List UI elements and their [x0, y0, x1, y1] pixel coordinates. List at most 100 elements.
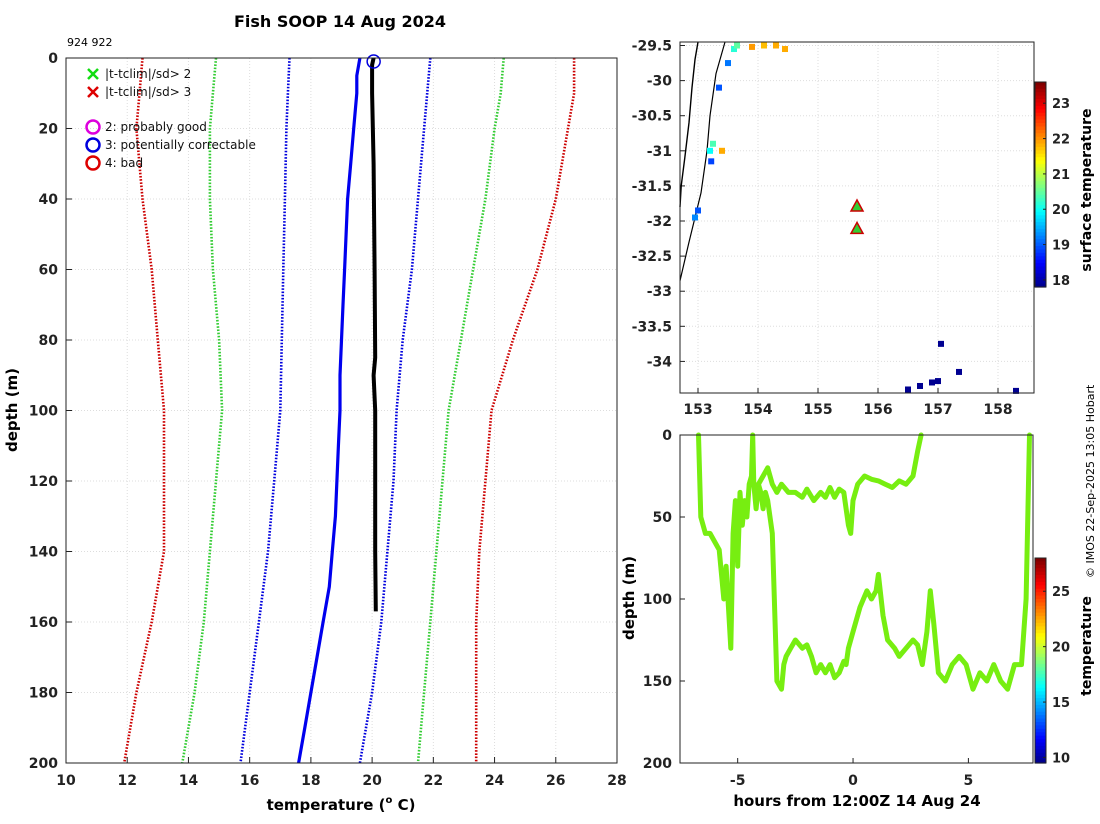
map-colorbar-band	[1035, 153, 1046, 158]
profile-y-tick-label: 180	[29, 686, 58, 702]
legend-x-marker	[87, 68, 99, 80]
depth-time-colorbar-band	[1035, 684, 1046, 689]
depth-time-colorbar-band	[1035, 663, 1046, 668]
map-x-tick-label: 153	[683, 402, 712, 418]
map-colorbar-band	[1035, 82, 1046, 87]
map-colorbar-band	[1035, 119, 1046, 124]
profile-y-tick-label: 40	[39, 192, 59, 208]
depth-time-colorbar-tick-label: 15	[1052, 696, 1070, 711]
depth-time-y-tick-label: 100	[643, 592, 672, 608]
map-colorbar-band	[1035, 280, 1046, 285]
depth-time-colorbar-band	[1035, 588, 1046, 593]
profile-y-tick-label: 20	[39, 122, 59, 138]
depth-time-colorbar-band	[1035, 660, 1046, 665]
map-axes-box	[679, 41, 1035, 394]
depth-time-colorbar-band	[1035, 629, 1046, 634]
profile-x-tick-label: 14	[179, 773, 199, 789]
depth-time-colorbar-band	[1035, 564, 1046, 569]
map-colorbar-band	[1035, 232, 1046, 237]
profile-axes-box	[65, 57, 618, 764]
map-sst-pixel	[1013, 387, 1019, 394]
profile-y-tick-label: 120	[29, 474, 58, 490]
profile-flag-marker	[366, 54, 381, 69]
profile-envelope-+6sd	[474, 58, 576, 763]
depth-time-colorbar-band	[1035, 657, 1046, 662]
profile-x-tick-label: 28	[607, 773, 626, 789]
map-x-tick-label: 156	[863, 402, 892, 418]
map-colorbar-band	[1035, 242, 1046, 247]
depth-time-colorbar-band	[1035, 575, 1046, 580]
map-y-tick-label: -33.5	[632, 319, 672, 335]
map-y-tick-label: -31.5	[632, 179, 672, 195]
map-colorbar-band	[1035, 133, 1046, 138]
depth-time-colorbar-band	[1035, 670, 1046, 675]
map-x-tick-label: 157	[923, 402, 952, 418]
depth-time-colorbar-band	[1035, 749, 1046, 754]
map-sst-pixel	[719, 147, 725, 154]
map-colorbar-band	[1035, 181, 1046, 186]
profile-ids: 924 922	[67, 36, 113, 49]
map-colorbar-band	[1035, 215, 1046, 220]
depth-time-x-tick-label: 0	[848, 773, 858, 789]
credit-text: © IMOS 22-Sep-2025 13:05 Hobart	[1084, 384, 1097, 578]
depth-time-colorbar-frame	[1034, 557, 1047, 764]
map-sst-pixel	[782, 46, 788, 53]
map-colorbar-tick-label: 19	[1052, 239, 1070, 254]
map-sst-pixel	[935, 378, 941, 385]
map-sst-pixel	[725, 60, 731, 67]
legend-label: |t-tclim|/sd> 3	[105, 85, 191, 99]
depth-time-colorbar-band	[1035, 739, 1046, 744]
depth-time-colorbar-band	[1035, 681, 1046, 686]
map-colorbar-band	[1035, 174, 1046, 179]
map-colorbar-band	[1035, 259, 1046, 264]
map-sst-pixel	[708, 158, 715, 165]
map-sst-pixel	[716, 84, 722, 91]
map-colorbar-band	[1035, 263, 1046, 268]
depth-time-colorbar-band	[1035, 599, 1046, 604]
depth-time-colorbar-band	[1035, 752, 1046, 757]
map-colorbar-band	[1035, 95, 1046, 100]
depth-time-colorbar-tick-label: 20	[1052, 641, 1070, 656]
map-colorbar-band	[1035, 136, 1046, 141]
profile-y-tick-label: 160	[29, 615, 58, 631]
map-colorbar-label: surface temperature	[1079, 108, 1095, 271]
profile-y-tick-label: 0	[48, 51, 58, 67]
map-colorbar-band	[1035, 198, 1046, 203]
depth-time-colorbar-band	[1035, 718, 1046, 723]
depth-time-colorbar-band	[1035, 619, 1046, 624]
map-colorbar-band	[1035, 85, 1046, 90]
map-colorbar-band	[1035, 164, 1046, 169]
depth-time-colorbar-band	[1035, 646, 1046, 651]
depth-time-colorbar-band	[1035, 735, 1046, 740]
depth-time-colorbar-band	[1035, 568, 1046, 573]
map-colorbar-band	[1035, 246, 1046, 251]
depth-time-colorbar-band	[1035, 722, 1046, 727]
profile-y-tick-label: 60	[39, 263, 59, 279]
map-y-tick-label: -33	[647, 284, 672, 300]
depth-time-y-tick-label: 50	[653, 510, 673, 526]
map-colorbar-band	[1035, 218, 1046, 223]
profile-envelope--6sd	[122, 57, 166, 764]
depth-time-colorbar-band	[1035, 715, 1046, 720]
profile-envelope-+4sd	[416, 57, 505, 764]
map-y-tick-label: -32.5	[632, 249, 672, 265]
legend-circle-marker	[85, 155, 101, 171]
map-colorbar-band	[1035, 146, 1046, 151]
depth-time-xlabel: hours from 12:00Z 14 Aug 24	[733, 792, 980, 810]
depth-time-colorbar-band	[1035, 698, 1046, 703]
profile-xlabel-main: temperature (	[267, 796, 386, 814]
figure-title: Fish SOOP 14 Aug 2024	[234, 12, 446, 31]
map-sst-pixel	[917, 382, 923, 389]
profile-x-tick-label: 26	[546, 773, 565, 789]
profile-y-tick-label: 140	[29, 545, 58, 561]
profile-x-tick-label: 24	[485, 773, 505, 789]
map-sst-pixel	[905, 386, 911, 393]
plot-layer: 10 12 14 16 18 20 22 24 26 2802040608010012014016…	[29, 39, 1070, 789]
map-sst-pixel	[773, 42, 779, 49]
depth-time-series-shallow-path	[755, 432, 924, 536]
map-sst-pixel	[956, 368, 962, 375]
map-coastline	[679, 41, 699, 208]
depth-time-colorbar-band	[1035, 622, 1046, 627]
depth-time-colorbar-band	[1035, 571, 1046, 576]
